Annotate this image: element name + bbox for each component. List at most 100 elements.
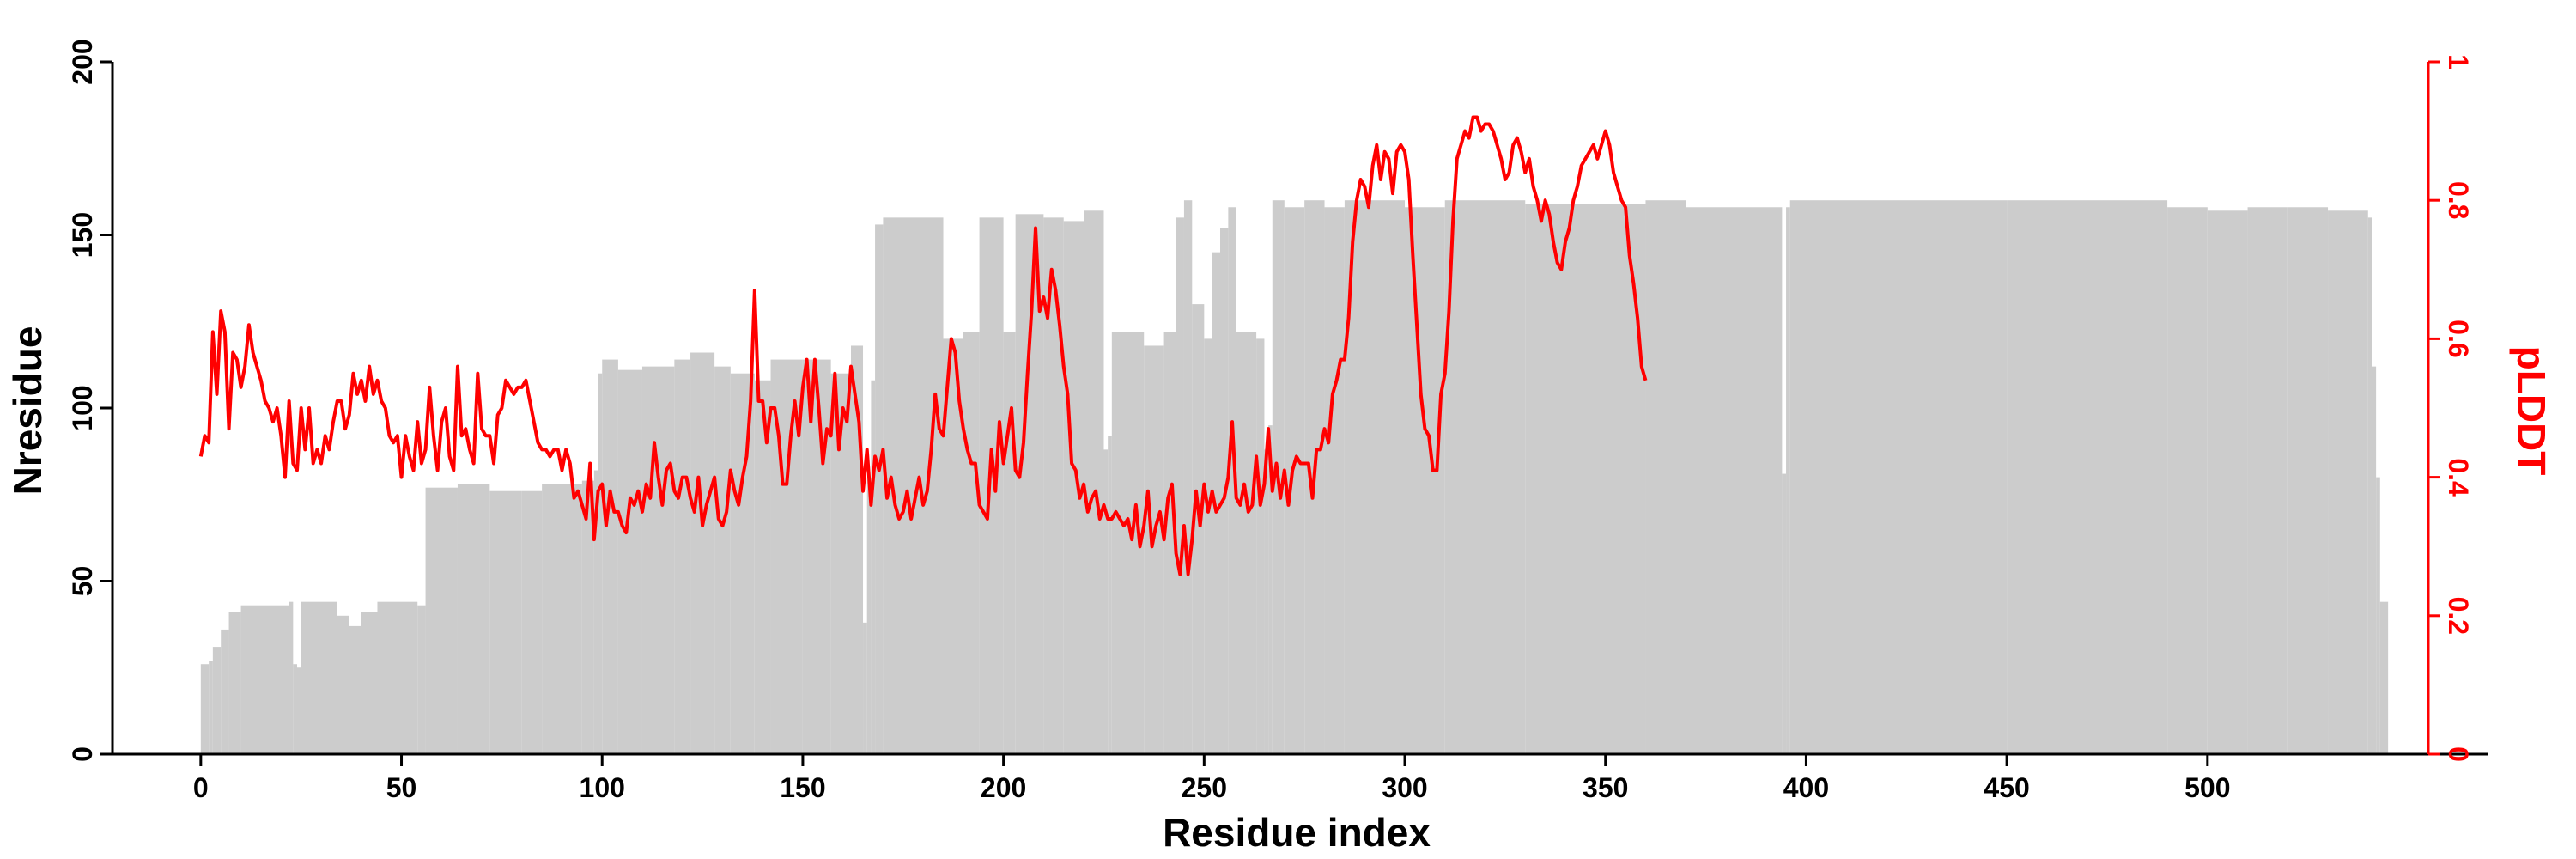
x-tick-label: 100 xyxy=(580,772,625,803)
y-tick-label-right: 0.4 xyxy=(2443,458,2474,497)
nresidue-bar xyxy=(1324,207,1345,754)
nresidue-bar xyxy=(830,373,852,754)
nresidue-bar xyxy=(875,224,884,754)
y-tick-label-right: 0.8 xyxy=(2443,181,2474,219)
nresidue-bar xyxy=(417,605,426,754)
nresidue-bar xyxy=(200,664,210,754)
nresidue-bar xyxy=(562,484,582,754)
nresidue-bar xyxy=(802,359,831,754)
nresidue-bar xyxy=(754,380,771,754)
x-tick-label: 150 xyxy=(780,772,825,803)
nresidue-bar xyxy=(1176,217,1184,755)
nresidue-bar xyxy=(301,601,337,754)
nresidue-bar xyxy=(1789,200,2008,754)
x-tick-label: 0 xyxy=(193,772,209,803)
nresidue-bar xyxy=(1192,304,1205,755)
nresidue-bar xyxy=(1084,210,1104,755)
nresidue-bar xyxy=(289,601,294,754)
nresidue-bar xyxy=(2007,200,2168,754)
nresidue-bar xyxy=(581,480,594,754)
nresidue-bar xyxy=(979,217,1004,755)
nresidue-bar xyxy=(425,487,458,754)
y-tick-label-right: 0.6 xyxy=(2443,320,2474,357)
nresidue-bar xyxy=(1268,425,1273,754)
nresidue-bar xyxy=(1686,207,1783,754)
nresidue-bar xyxy=(221,629,229,754)
nresidue-bar xyxy=(714,366,731,754)
nresidue-bar xyxy=(617,369,642,754)
nresidue-bar xyxy=(212,647,222,754)
nresidue-bar xyxy=(602,359,618,754)
nresidue-bar xyxy=(2247,207,2288,754)
nresidue-bar xyxy=(361,612,378,754)
nresidue-bar xyxy=(1782,473,1787,754)
nresidue-bar xyxy=(1103,449,1109,754)
nresidue-bar xyxy=(1003,332,1016,754)
y-tick-label-left: 200 xyxy=(67,39,98,84)
nresidue-bar xyxy=(1108,436,1112,754)
y-axis-title-right: pLDDT xyxy=(2509,346,2554,476)
nresidue-bar xyxy=(943,338,963,754)
nresidue-bar xyxy=(963,332,980,754)
nresidue-bar xyxy=(1344,200,1406,754)
nresidue-bar xyxy=(2207,210,2248,755)
nresidue-bar xyxy=(1525,204,1646,755)
x-tick-label: 300 xyxy=(1382,772,1427,803)
nresidue-bar xyxy=(2328,210,2368,755)
nresidue-bar xyxy=(674,359,691,754)
nresidue-bar xyxy=(1163,332,1176,754)
x-tick-label: 450 xyxy=(1984,772,2029,803)
y-axis-title-left: Nresidue xyxy=(5,326,50,496)
nresidue-bar xyxy=(457,484,490,754)
x-tick-label: 200 xyxy=(981,772,1026,803)
x-tick-label: 500 xyxy=(2184,772,2230,803)
nresidue-bar xyxy=(593,470,598,754)
nresidue-bar xyxy=(1284,207,1305,754)
nresidue-bar xyxy=(1786,207,1790,754)
nresidue-bar xyxy=(542,484,562,754)
nresidue-bar xyxy=(489,490,522,754)
nresidue-bar xyxy=(2372,366,2377,754)
nresidue-bar xyxy=(1204,338,1212,754)
nresidue-bar xyxy=(293,664,297,754)
nresidue-bar xyxy=(1063,221,1084,754)
y-tick-label-left: 0 xyxy=(67,746,98,762)
nresidue-bar xyxy=(863,622,867,754)
nresidue-bar xyxy=(209,661,213,754)
axes: 0 50 100 150 200 250 300 350 400 450 500 0 50 100 150 2… xyxy=(67,39,2488,803)
nresidue-bar xyxy=(730,373,755,754)
y-tick-label-right: 0 xyxy=(2443,746,2474,762)
nresidue-bar xyxy=(1183,200,1193,754)
nresidue-bar xyxy=(1645,200,1686,754)
nresidue-bar xyxy=(2384,601,2389,754)
nresidue-bar xyxy=(2167,207,2208,754)
x-tick-label: 250 xyxy=(1182,772,1227,803)
nresidue-bar xyxy=(641,366,675,754)
nresidue-bar xyxy=(1043,217,1064,755)
nresidue-bar xyxy=(1405,207,1445,754)
x-tick-label: 50 xyxy=(386,772,417,803)
nresidue-bar xyxy=(240,605,289,754)
y-tick-label-left: 100 xyxy=(67,385,98,430)
plddt-line xyxy=(198,115,1648,576)
nresidue-bar xyxy=(1236,332,1257,754)
nresidue-bar xyxy=(349,625,361,754)
nresidue-bar xyxy=(1256,338,1265,754)
nresidue-bars xyxy=(200,200,2389,755)
y-tick-label-right: 1 xyxy=(2443,54,2474,70)
y-tick-label-left: 50 xyxy=(67,566,98,597)
nresidue-bar xyxy=(377,601,418,754)
nresidue-bar xyxy=(2367,217,2372,755)
nresidue-bar xyxy=(337,615,349,754)
nresidue-bar xyxy=(2287,207,2329,754)
nresidue-bar xyxy=(1444,200,1526,754)
x-tick-label: 350 xyxy=(1583,772,1628,803)
nresidue-bar xyxy=(871,380,876,754)
nresidue-bar xyxy=(1264,449,1269,754)
x-tick-label: 400 xyxy=(1783,772,1829,803)
nresidue-bar xyxy=(1228,207,1236,754)
y-tick-label-left: 150 xyxy=(67,212,98,258)
nresidue-bar xyxy=(2376,477,2380,754)
plddt-line-layer xyxy=(198,115,1648,576)
